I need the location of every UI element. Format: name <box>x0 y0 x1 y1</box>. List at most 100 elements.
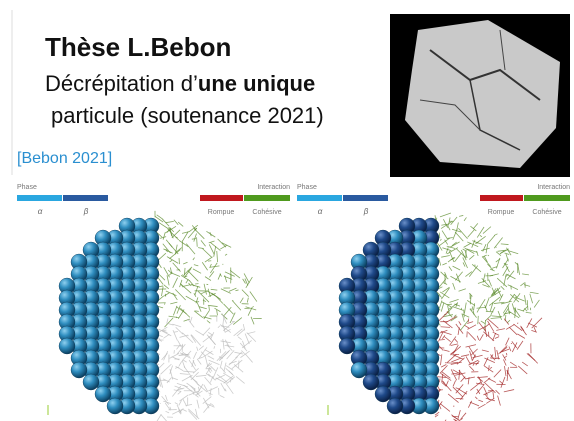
mesh-bond <box>453 355 464 360</box>
mesh-bond <box>461 377 466 382</box>
mesh-bond <box>457 358 465 365</box>
mesh-bond <box>442 263 446 265</box>
mesh-bond <box>252 306 253 307</box>
mesh-bond <box>534 327 536 331</box>
mesh-bond <box>447 354 456 362</box>
mesh-bond <box>223 307 231 316</box>
mesh-bond <box>176 327 183 334</box>
mesh-bond <box>530 292 539 293</box>
mesh-bond <box>504 390 514 392</box>
sphere <box>387 398 403 414</box>
mesh-bond <box>180 280 182 287</box>
mesh-bond <box>209 271 214 277</box>
mesh-bond <box>495 337 499 339</box>
mesh-bond <box>534 300 539 308</box>
mesh-bond <box>464 217 466 220</box>
phase-item: α <box>38 207 43 216</box>
mesh-bond <box>203 249 212 257</box>
mesh-bond <box>225 275 227 282</box>
mesh-bond <box>526 312 532 313</box>
mesh-bond <box>447 248 458 254</box>
mesh-bond <box>442 231 447 239</box>
mesh-bond <box>196 375 206 376</box>
mesh-bond <box>466 345 476 348</box>
mesh-bond <box>166 291 177 296</box>
mesh-bond <box>496 259 500 262</box>
interaction-swatch <box>200 195 243 201</box>
mesh-bond <box>197 301 202 312</box>
mesh-bond <box>220 245 227 249</box>
mesh-bond <box>450 276 460 282</box>
subtitle-line: particule (soutenance 2021) <box>51 103 324 128</box>
mesh-bond <box>203 328 210 336</box>
panel: PhaseαβInteractionRompueCohésive <box>297 184 570 421</box>
mesh-bond <box>440 213 451 217</box>
mesh-bond <box>482 257 490 267</box>
mesh-bond <box>446 247 448 253</box>
panels: PhaseαβInteractionRompueCohésivePhaseαβI… <box>17 184 570 421</box>
mesh-bond <box>473 223 478 229</box>
interaction-swatch <box>524 195 570 201</box>
mesh-bond <box>208 356 214 360</box>
mesh-bond <box>465 325 469 328</box>
mesh-bond <box>194 229 204 239</box>
mesh-bond <box>168 257 179 263</box>
mesh-bond <box>509 327 517 334</box>
mesh-bond <box>440 404 450 412</box>
mesh-bond <box>489 274 498 276</box>
mesh-bond <box>488 235 495 243</box>
mesh-bond <box>463 262 465 266</box>
interaction-label: Interaction <box>257 184 290 191</box>
interaction-swatch <box>244 195 290 201</box>
mesh-bond <box>443 382 444 384</box>
mesh-bond <box>193 352 196 359</box>
mesh-bond <box>459 289 466 291</box>
mesh-bond <box>530 294 533 303</box>
interaction-item: Cohésive <box>252 209 281 216</box>
mesh-bond <box>439 379 440 383</box>
mesh-bond <box>197 400 199 409</box>
mesh-bond <box>464 243 471 247</box>
mesh-bond <box>461 355 469 357</box>
mesh-bond <box>481 321 485 324</box>
mesh-bond <box>451 346 461 355</box>
mesh-bond <box>177 345 181 350</box>
interaction-item: Rompue <box>488 209 515 216</box>
mesh-bond <box>441 272 449 279</box>
mesh-bond <box>495 347 496 357</box>
mesh-bond <box>470 363 478 364</box>
mesh-bond <box>498 311 502 320</box>
mesh-bond <box>456 398 464 399</box>
interaction-item: Rompue <box>208 209 235 216</box>
mesh-bond <box>240 298 243 303</box>
mesh-bond <box>229 288 236 291</box>
mesh-bond <box>217 351 226 360</box>
mesh-bond <box>183 371 194 372</box>
subtitle: Décrépitation d’une unique <box>45 71 315 96</box>
mesh-bond <box>459 370 460 380</box>
mesh-bond <box>205 277 211 281</box>
mesh-bond <box>208 387 217 391</box>
mesh-bond <box>440 239 441 241</box>
mesh-bond <box>477 251 479 256</box>
mesh-bond <box>167 318 168 323</box>
mesh-bond <box>478 243 483 245</box>
mesh-bond <box>485 315 491 321</box>
mesh-bond <box>517 341 523 350</box>
mesh-bond <box>527 300 528 310</box>
mesh-bond <box>489 279 492 286</box>
mesh-bond <box>501 244 509 245</box>
mesh-bond <box>441 365 446 368</box>
mesh-bond <box>195 330 203 335</box>
mesh-bond <box>527 318 532 327</box>
mesh-bond <box>205 357 207 367</box>
mesh-bond <box>201 240 206 246</box>
mesh-bond <box>488 378 496 382</box>
mesh-bond <box>491 318 501 319</box>
mesh-bond <box>453 380 456 386</box>
mesh-bond <box>169 316 179 318</box>
mesh-bond <box>164 303 165 304</box>
mesh-bond <box>441 327 450 328</box>
mesh-bond <box>438 311 448 321</box>
panel: PhaseαβInteractionRompueCohésive <box>17 184 290 421</box>
